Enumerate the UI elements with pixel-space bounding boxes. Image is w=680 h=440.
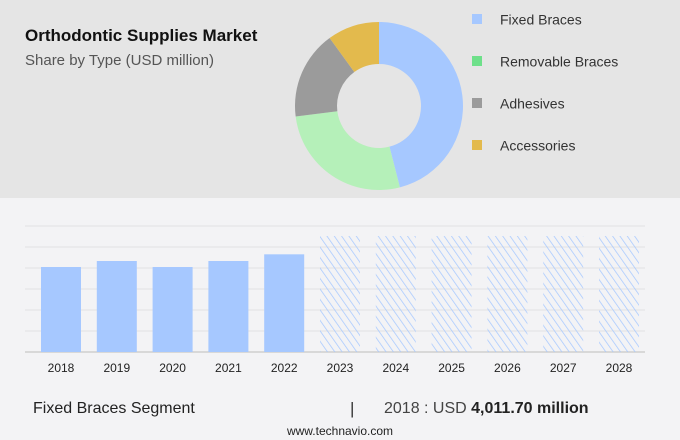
donut-slice-accessories [329, 22, 379, 73]
donut-slice-adhesives [294, 38, 355, 117]
bar-forecast-2025 [431, 236, 472, 352]
x-tick-label: 2023 [327, 361, 354, 375]
bar-2019 [96, 260, 137, 352]
x-tick-label: 2027 [550, 361, 577, 375]
source-site: www.technavio.com [286, 424, 394, 438]
x-tick-label: 2026 [494, 361, 521, 375]
legend-item-fixed-braces: Fixed Braces [472, 10, 582, 27]
legend-item-removable-braces: Removable Braces [472, 52, 618, 69]
legend-swatch [472, 98, 482, 109]
x-tick-label: 2025 [438, 361, 465, 375]
legend-item-adhesives: Adhesives [472, 94, 565, 111]
donut-slice-fixed-braces [379, 22, 463, 188]
bar-2021 [208, 260, 249, 352]
separator: | [350, 399, 355, 418]
chart-title: Orthodontic Supplies Market [25, 26, 258, 45]
bar-forecast-2026 [487, 236, 528, 352]
bar-forecast-2028 [599, 236, 639, 352]
x-tick-label: 2018 [48, 361, 75, 375]
bar-forecast-2024 [375, 236, 416, 352]
x-tick-label: 2020 [159, 361, 186, 375]
legend-item-accessories: Accessories [472, 136, 575, 153]
donut-slice-removable-braces [295, 111, 400, 191]
bar-2018 [41, 267, 81, 352]
bar-forecast-2023 [320, 236, 360, 352]
chart-subtitle: Share by Type (USD million) [25, 52, 214, 69]
legend-swatch [472, 140, 482, 151]
segment-value: 2018 : USD 4,011.70 million [384, 400, 589, 417]
bar-2020 [152, 267, 193, 352]
x-tick-label: 2028 [606, 361, 633, 375]
legend-swatch [472, 14, 482, 25]
bar-forecast-2027 [543, 236, 584, 352]
bar-2022 [264, 254, 305, 352]
segment-label: Fixed Braces Segment [33, 400, 195, 417]
x-tick-label: 2019 [103, 361, 130, 375]
x-tick-label: 2022 [271, 361, 298, 375]
x-tick-label: 2021 [215, 361, 242, 375]
x-tick-label: 2024 [382, 361, 409, 375]
legend-swatch [472, 56, 482, 67]
